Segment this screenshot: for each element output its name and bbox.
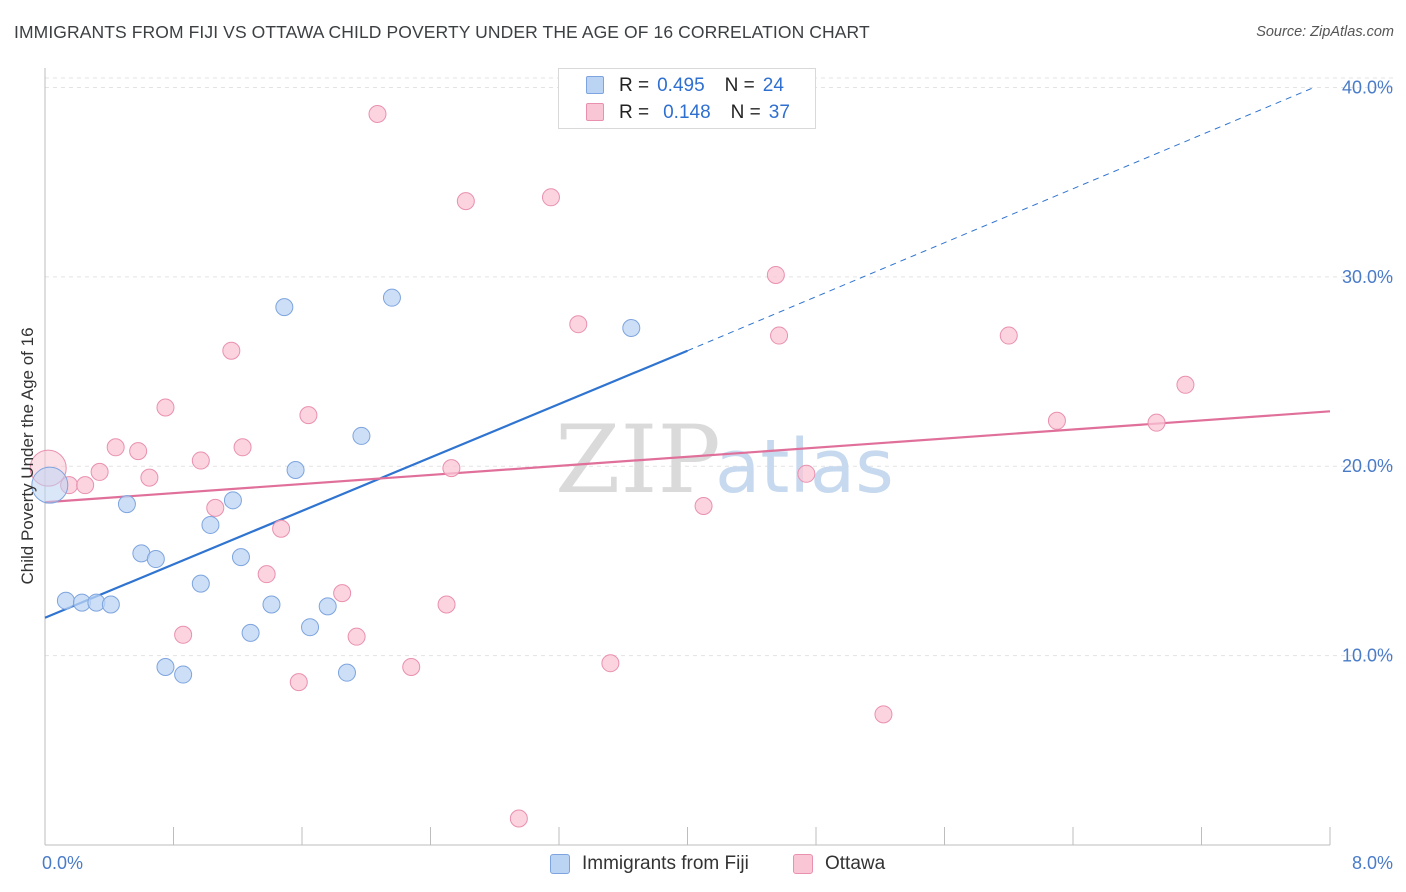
y-tick-label: 30.0% [1342,267,1393,287]
ottawa-point [541,188,560,207]
fiji-point [201,515,220,534]
ottawa-point [1047,411,1066,430]
fiji-trendline-extension [687,87,1315,352]
ottawa-point [694,497,713,516]
ottawa-trendline [44,410,1331,504]
ottawa-point [333,584,352,603]
legend-r-label: R = [619,75,650,96]
y-axis-title: Child Poverty Under the Age of 16 [18,327,37,584]
ottawa-point [569,315,588,334]
ottawa-swatch [586,103,604,121]
watermark: ZIP atlas [555,406,894,515]
ottawa-legend-label: Ottawa [825,853,886,874]
fiji-legend-swatch [550,854,570,874]
legend-n-value: 37 [768,102,790,123]
ottawa-point [402,657,421,676]
ottawa-point [456,192,475,211]
fiji-point [117,495,136,514]
y-tick-label: 10.0% [1342,646,1393,666]
fiji-point [31,466,69,504]
fiji-point [241,623,260,642]
ottawa-point [368,104,387,123]
ottawa-point [206,498,225,517]
fiji-point [382,288,401,307]
ottawa-point [347,627,366,646]
axes [44,68,1331,846]
ottawa-point [299,406,318,425]
ottawa-point [191,451,210,470]
bottom-legend-fiji: Immigrants from Fiji [550,852,749,876]
fiji-point [262,595,281,614]
ottawa-point [289,673,308,692]
legend-row-ottawa: R = 0.148 N = 37 [586,101,790,125]
ottawa-point [437,595,456,614]
fiji-point [223,491,242,510]
ottawa-point [257,565,276,584]
bottom-legend-ottawa: Ottawa [793,852,885,876]
ottawa-point [509,809,528,828]
legend-n-label: N = [730,102,761,123]
fiji-point [191,574,210,593]
ottawa-point [999,326,1018,345]
fiji-point [337,663,356,682]
fiji-point [318,597,337,616]
fiji-legend-label: Immigrants from Fiji [582,853,749,874]
legend-n-value: 24 [762,75,784,96]
fiji-point [286,461,305,480]
y-tick-label: 40.0% [1342,77,1393,97]
fiji-point [56,591,75,610]
ottawa-point [156,398,175,417]
data-points [29,104,1195,828]
fiji-point [231,548,250,567]
correlation-legend: R = 0.495 N = 24 R = 0.148 N = 37 [558,68,816,129]
fiji-point [156,657,175,676]
x-tick-label: 8.0% [1352,853,1393,873]
ottawa-point [601,654,620,673]
fiji-point [275,298,294,317]
ottawa-point [1176,375,1195,394]
ottawa-legend-swatch [793,854,813,874]
legend-n-label: N = [724,75,755,96]
ottawa-point [442,459,461,478]
fiji-point [622,318,641,337]
legend-row-fiji: R = 0.495 N = 24 [586,74,784,98]
gridlines [45,77,1395,657]
ottawa-point [129,442,148,461]
ottawa-point [874,705,893,724]
legend-r-label: R = [619,102,650,123]
y-tick-label: 20.0% [1342,456,1393,476]
ottawa-point [76,476,95,495]
legend-r-value: 0.495 [657,75,705,96]
chart-title: IMMIGRANTS FROM FIJI VS OTTAWA CHILD POV… [14,22,870,42]
ottawa-point [90,462,109,481]
ottawa-point [272,519,291,538]
fiji-point [352,426,371,445]
trendlines [44,87,1331,619]
fiji-point [101,595,120,614]
ottawa-point [766,265,785,284]
ottawa-point [1147,413,1166,432]
ottawa-point [233,438,252,457]
fiji-point [301,618,320,637]
ottawa-point [106,438,125,457]
ottawa-point [174,625,193,644]
fiji-point [174,665,193,684]
ottawa-point [770,326,789,345]
legend-r-value: 0.148 [663,102,711,123]
ottawa-point [797,464,816,483]
ottawa-point [140,468,159,487]
source-credit: Source: ZipAtlas.com [1256,24,1394,40]
ottawa-point [222,341,241,360]
fiji-trendline [44,349,688,619]
tick-labels: 10.0% 20.0% 30.0% 40.0% 0.0% 8.0% [42,77,1393,873]
fiji-point [146,550,165,569]
fiji-swatch [586,76,604,94]
x-tick-label: 0.0% [42,853,83,873]
